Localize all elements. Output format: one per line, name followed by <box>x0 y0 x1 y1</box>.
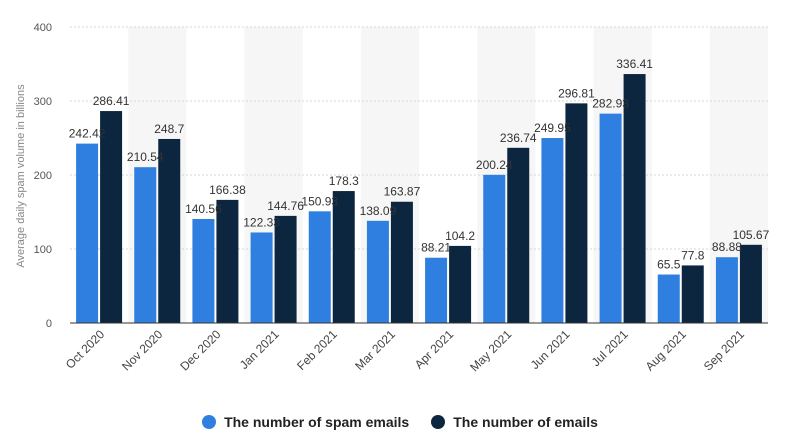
legend-label-emails: The number of emails <box>453 414 598 430</box>
bar-emails <box>158 138 181 323</box>
data-label-spam: 140.56 <box>185 202 222 216</box>
bar-emails <box>565 103 588 324</box>
bar-spam <box>76 143 99 323</box>
y-axis-label: Average daily spam volume in billions <box>15 84 27 268</box>
bar-chart: 242.42 286.41 210.54 248.7 140.56 166.38 122.3… <box>15 22 770 374</box>
data-label-emails: 166.38 <box>209 183 246 197</box>
data-label-emails: 77.8 <box>681 248 705 262</box>
bar-emails <box>623 74 646 323</box>
x-tick-label: Feb 2021 <box>294 327 340 373</box>
x-tick-label: Apr 2021 <box>412 327 457 372</box>
x-tick-label: Jan 2021 <box>237 327 282 372</box>
bar-emails <box>681 265 704 323</box>
x-tick-label: Aug 2021 <box>643 327 689 373</box>
data-label-emails: 144.76 <box>267 199 304 213</box>
legend: The number of spam emails The number of … <box>0 414 800 430</box>
data-label-emails: 336.41 <box>616 57 653 71</box>
y-tick-label: 200 <box>34 170 52 182</box>
x-tick-label: Mar 2021 <box>352 327 398 373</box>
data-label-emails: 236.74 <box>500 131 537 145</box>
x-tick-label: Dec 2020 <box>177 327 223 373</box>
bars <box>76 74 762 324</box>
bar-spam <box>134 167 157 323</box>
legend-item-emails[interactable]: The number of emails <box>431 414 598 430</box>
bar-emails <box>739 244 762 323</box>
data-label-spam: 88.88 <box>712 240 742 254</box>
bar-spam <box>541 138 564 323</box>
data-label-emails: 248.7 <box>154 122 184 136</box>
data-label-spam: 88.21 <box>421 241 451 255</box>
bar-spam <box>366 220 389 323</box>
bar-emails <box>507 147 530 323</box>
bar-emails <box>390 201 413 323</box>
gridlines <box>70 26 768 250</box>
bar-spam <box>483 174 506 323</box>
bar-emails <box>274 215 297 323</box>
bar-spam <box>250 232 273 323</box>
y-tick-label: 400 <box>34 22 52 34</box>
bar-spam <box>192 218 215 323</box>
bar-spam <box>599 113 622 323</box>
data-label-emails: 105.67 <box>733 228 770 242</box>
x-tick-label: Jul 2021 <box>589 327 631 369</box>
bar-spam <box>425 257 448 323</box>
legend-swatch-spam <box>202 415 217 429</box>
data-label-emails: 163.87 <box>384 185 421 199</box>
x-tick-label: Jun 2021 <box>528 327 573 372</box>
data-label-spam: 65.5 <box>657 258 681 272</box>
bar-spam <box>308 211 331 323</box>
data-label-spam: 138.09 <box>360 204 397 218</box>
data-label-spam: 242.42 <box>69 127 106 141</box>
y-tick-label: 100 <box>34 244 52 256</box>
bar-emails <box>449 245 472 323</box>
data-label-spam: 150.93 <box>301 194 338 208</box>
x-tick-label: Nov 2020 <box>119 327 165 373</box>
data-label-emails: 178.3 <box>329 174 359 188</box>
data-label-emails: 104.2 <box>445 229 475 243</box>
y-tick-label: 300 <box>34 96 52 108</box>
bar-emails <box>100 111 123 323</box>
legend-item-spam[interactable]: The number of spam emails <box>202 414 409 430</box>
data-labels: 242.42 286.41 210.54 248.7 140.56 166.38 122.3… <box>69 57 770 271</box>
x-tick-label: Oct 2020 <box>63 327 108 372</box>
data-label-spam: 210.54 <box>127 150 164 164</box>
data-label-emails: 296.81 <box>558 86 595 100</box>
bar-spam <box>657 274 680 323</box>
data-label-spam: 282.93 <box>592 97 629 111</box>
x-tick-label: Sep 2021 <box>701 327 747 373</box>
legend-swatch-emails <box>431 415 446 429</box>
x-tick-label: May 2021 <box>467 327 514 374</box>
legend-label-spam: The number of spam emails <box>224 414 410 430</box>
data-label-emails: 286.41 <box>93 94 130 108</box>
bar-emails <box>216 199 239 323</box>
data-label-spam: 200.24 <box>476 158 513 172</box>
y-tick-label: 0 <box>46 318 52 330</box>
data-label-spam: 122.33 <box>243 215 280 229</box>
data-label-spam: 249.95 <box>534 121 571 135</box>
bar-spam <box>715 257 738 323</box>
bar-emails <box>332 191 355 323</box>
